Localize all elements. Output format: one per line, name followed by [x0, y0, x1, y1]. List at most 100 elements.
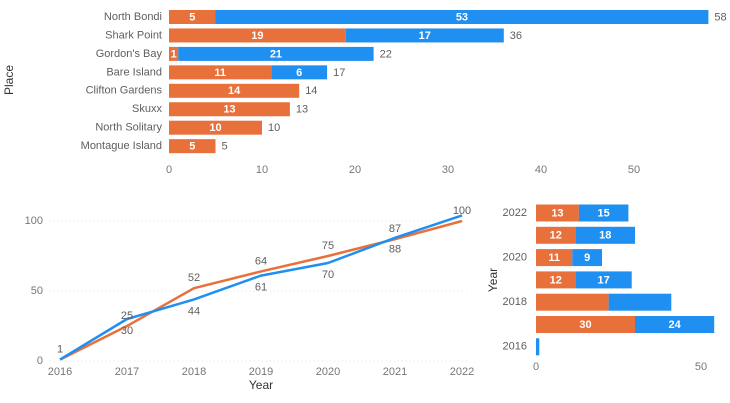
y-tick-label: Clifton Gardens [86, 85, 163, 97]
x-tick-label: 30 [442, 164, 454, 176]
bar-segment [608, 293, 672, 311]
bar-total-label: 10 [268, 122, 280, 134]
bar-segment [635, 316, 715, 333]
bar-value-label: 10 [209, 122, 221, 134]
bar-segment [169, 120, 262, 135]
point-value-label: 52 [188, 272, 200, 284]
bar-value-label: 11 [214, 67, 226, 79]
bar-segment [536, 316, 635, 333]
bar-segment [178, 46, 374, 61]
y-tick-label: Shark Point [105, 29, 162, 41]
y-axis-title: Year [486, 268, 500, 292]
bar-value-label: 30 [579, 319, 591, 331]
x-tick-label: 2021 [383, 366, 407, 378]
bar-segment [215, 10, 709, 24]
y-tick-label: 50 [31, 285, 43, 297]
bar-segment [536, 338, 540, 356]
bar-segment [536, 249, 573, 267]
bar-value-label: 12 [550, 274, 562, 286]
bar-value-label: 18 [599, 230, 611, 242]
y-tick-label: 100 [25, 215, 43, 227]
x-tick-label: 0 [533, 361, 539, 373]
bar-segment [271, 65, 328, 80]
bar-segment [169, 65, 272, 80]
x-tick-label: 2017 [115, 366, 139, 378]
bar-value-label: 17 [419, 30, 431, 42]
bar-value-label: 21 [270, 48, 282, 60]
bar-segment [169, 83, 300, 98]
bar-value-label: 19 [251, 30, 263, 42]
y-tick-label: Gordon's Bay [96, 48, 163, 60]
bar-value-label: 13 [551, 207, 563, 219]
bar-segment [169, 102, 290, 117]
y-tick-label: 2016 [503, 341, 527, 353]
y-axis-title: Place [2, 65, 16, 95]
bar-segment [575, 271, 632, 289]
x-axis-title: Year [249, 378, 273, 392]
bar-segment [169, 28, 346, 43]
bar-segment [169, 139, 216, 154]
bar-value-label: 15 [598, 207, 610, 219]
point-value-label: 100 [453, 205, 471, 217]
bar-value-label: 17 [598, 274, 610, 286]
y-tick-label: Skuxx [132, 103, 162, 115]
bar-value-label: 12 [550, 230, 562, 242]
point-value-label: 70 [322, 269, 334, 281]
point-value-label: 64 [255, 255, 267, 267]
bar-value-label: 13 [223, 104, 235, 116]
bar-segment [345, 28, 504, 43]
x-tick-label: 2019 [249, 366, 273, 378]
bar-segment [536, 293, 609, 311]
bar-segment [536, 204, 579, 222]
bar-value-label: 5 [189, 141, 195, 153]
x-tick-label: 20 [349, 164, 361, 176]
y-tick-label: Bare Island [106, 66, 162, 78]
bar-value-label: 1 [171, 48, 177, 60]
bar-segment [169, 46, 179, 61]
x-tick-label: 0 [166, 164, 172, 176]
bar-total-label: 5 [222, 141, 228, 153]
point-value-label: 1 [57, 344, 63, 356]
bar-value-label: 53 [456, 11, 468, 23]
y-tick-label: 0 [37, 355, 43, 367]
bar-value-label: 14 [228, 85, 241, 97]
bar-total-label: 13 [296, 104, 308, 116]
line-series [59, 214, 463, 361]
bar-total-label: 17 [333, 67, 345, 79]
bar-total-label: 36 [510, 30, 522, 42]
point-value-label: 88 [389, 244, 401, 256]
point-value-label: 87 [389, 223, 401, 235]
x-tick-label: 50 [695, 361, 707, 373]
bar-total-label: 22 [380, 48, 392, 60]
point-value-label: 30 [121, 325, 133, 337]
x-tick-label: 40 [535, 164, 547, 176]
y-tick-label: Montague Island [81, 140, 162, 152]
y-tick-label: North Bondi [104, 11, 162, 23]
x-tick-label: 2020 [316, 366, 340, 378]
bar-segment [536, 226, 576, 244]
bar-value-label: 9 [584, 252, 590, 264]
x-tick-label: 2016 [48, 366, 72, 378]
y-tick-label: 2022 [503, 207, 527, 219]
bar-value-label: 11 [548, 252, 560, 264]
y-tick-label: 2018 [503, 296, 527, 308]
bar-segment [169, 10, 216, 24]
line-series [59, 219, 463, 361]
x-tick-label: 50 [628, 164, 640, 176]
bar-segment [575, 226, 635, 244]
bar-value-label: 5 [189, 11, 195, 23]
bar-segment [578, 204, 629, 222]
bar-total-label: 58 [714, 11, 726, 23]
bar-total-label: 14 [305, 85, 317, 97]
x-tick-label: 10 [256, 164, 268, 176]
point-value-label: 75 [322, 240, 334, 252]
bar-segment [536, 271, 576, 289]
bar-value-label: 6 [296, 67, 302, 79]
point-value-label: 44 [188, 305, 200, 317]
bar-segment [572, 249, 602, 267]
x-tick-label: 2022 [450, 366, 474, 378]
y-tick-label: North Solitary [95, 122, 162, 134]
point-value-label: 25 [121, 310, 133, 322]
point-value-label: 61 [255, 282, 267, 294]
